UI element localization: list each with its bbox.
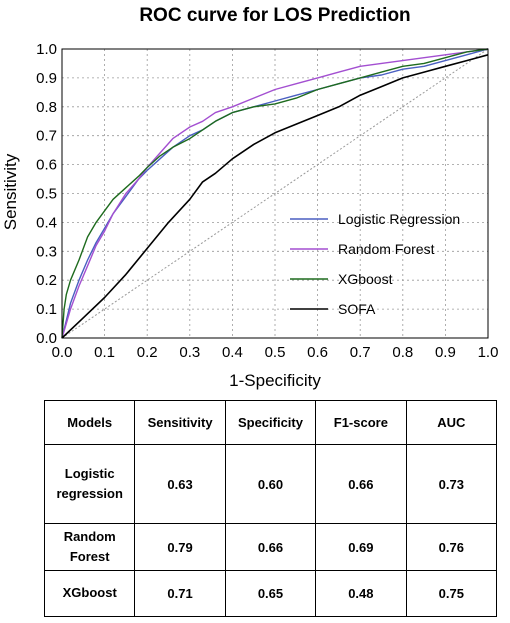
model-name-line: regression [56, 486, 123, 501]
legend-label-xgboost: XGboost [338, 271, 393, 287]
series-line-random-forest [61, 48, 489, 339]
x-tick-label: 1.0 [478, 344, 499, 361]
x-tick-label: 0.6 [307, 344, 328, 361]
x-tick-label: 0.4 [222, 344, 243, 361]
x-tick-labels: 0.0 0.1 0.2 0.3 0.4 0.5 0.6 0.7 0.8 0.9 1.0 [52, 344, 499, 361]
y-tick-label: 0.9 [36, 70, 57, 87]
x-tick-label: 0.1 [94, 344, 115, 361]
y-tick-label: 0.3 [36, 243, 57, 260]
y-tick-label: 0.6 [36, 157, 57, 174]
model-name-line: Random Forest [63, 528, 116, 564]
x-tick-label: 0.3 [179, 344, 200, 361]
f1-score-cell: 0.66 [315, 444, 407, 524]
header-auc: AUC [405, 400, 498, 445]
x-tick-label: 0.5 [265, 344, 286, 361]
plot-frame [61, 48, 489, 339]
f1-score-cell: 0.48 [315, 570, 407, 617]
series-line-xgboost [61, 48, 489, 339]
sensitivity-cell: 0.63 [134, 444, 226, 524]
x-tick-label: 0.2 [137, 344, 158, 361]
y-axis-label: Sensitivity [1, 153, 20, 230]
table-row: Logistic regression 0.63 0.60 0.66 0.73 [43, 444, 498, 524]
header-sensitivity: Sensitivity [134, 400, 226, 445]
specificity-cell: 0.65 [224, 570, 317, 617]
model-name-line: Logistic [64, 465, 115, 481]
auc-cell: 0.75 [405, 570, 498, 617]
sensitivity-cell: 0.71 [134, 570, 226, 617]
y-tick-label: 0.7 [36, 128, 57, 145]
legend-label-sofa: SOFA [338, 301, 376, 317]
metrics-table: Models Sensitivity Specificity F1-score … [43, 400, 498, 617]
reference-line-group [61, 48, 489, 339]
auc-cell: 0.76 [405, 523, 498, 571]
header-f1-score: F1-score [315, 400, 407, 445]
legend-label-random-forest: Random Forest [338, 241, 435, 257]
model-name-line: XGboost [62, 585, 117, 601]
chart-title: ROC curve for LOS Prediction [139, 5, 410, 26]
reference-diagonal-line [61, 48, 489, 339]
x-tick-label: 0.7 [350, 344, 371, 361]
legend: Logistic Regression Random Forest XGboost S… [290, 211, 460, 317]
sensitivity-cell: 0.79 [134, 523, 226, 571]
table-row: Random Forest 0.79 0.66 0.69 0.76 [43, 523, 498, 571]
x-axis-label: 1-Specificity [229, 371, 321, 390]
roc-series-lines [61, 48, 489, 339]
x-tick-label: 0.8 [392, 344, 413, 361]
specificity-cell: 0.60 [224, 444, 317, 524]
f1-score-cell: 0.69 [315, 523, 407, 571]
y-tick-labels: 0.0 0.1 0.2 0.3 0.4 0.5 0.6 0.7 0.8 0.9 1.0 [36, 41, 57, 347]
auc-cell: 0.73 [405, 444, 498, 524]
y-tick-label: 0.8 [36, 99, 57, 116]
model-name-cell: Logistic regression [43, 444, 136, 524]
roc-chart: ROC curve for LOS Prediction Sensitivity… [1, 5, 499, 390]
model-name-cell: Random Forest [43, 523, 136, 571]
y-tick-label: 0.0 [36, 330, 57, 347]
table-row: XGboost 0.71 0.65 0.48 0.75 [43, 570, 498, 617]
specificity-cell: 0.66 [224, 523, 317, 571]
header-models: Models [43, 400, 136, 445]
x-tick-label: 0.9 [435, 344, 456, 361]
series-line-sofa [61, 54, 489, 339]
y-tick-label: 0.5 [36, 186, 57, 203]
y-tick-label: 0.1 [36, 301, 57, 318]
y-tick-label: 0.4 [36, 214, 57, 231]
grid-lines [62, 49, 488, 338]
y-tick-label: 1.0 [36, 41, 57, 58]
legend-label-logistic-regression: Logistic Regression [338, 211, 460, 227]
header-specificity: Specificity [224, 400, 317, 445]
model-name-cell: XGboost [43, 570, 136, 617]
table-header-row: Models Sensitivity Specificity F1-score … [43, 400, 498, 445]
x-tick-label: 0.0 [52, 344, 73, 361]
y-tick-label: 0.2 [36, 272, 57, 289]
